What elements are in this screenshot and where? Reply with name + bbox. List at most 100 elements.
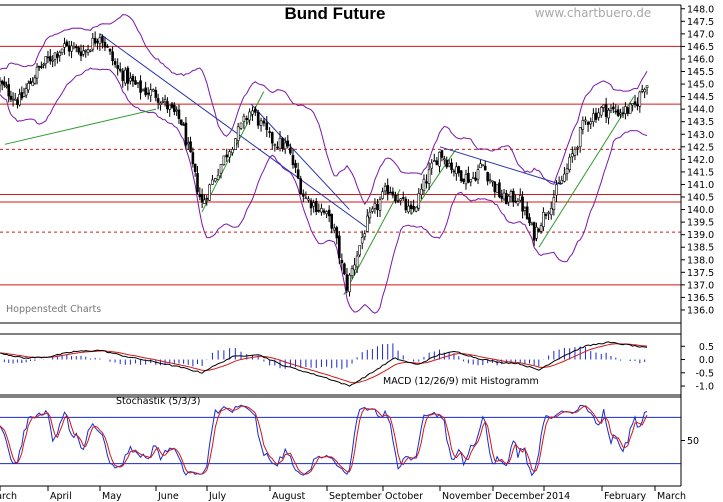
candle-body [335,227,339,239]
candle-body [84,49,88,52]
candle-body [353,264,356,271]
candle-body [205,197,209,200]
macd-signal-line [0,343,648,384]
candle-body [46,56,50,59]
candle-body [196,173,199,193]
candle-body [216,174,220,180]
candle-body [9,95,13,100]
candle-body [77,47,80,53]
candle-body [60,48,64,54]
candle-body [134,80,137,85]
candle-body [98,37,102,44]
month-label: August [272,491,306,502]
candle-body [24,88,28,96]
candle-body [512,190,515,203]
candle-body [332,227,336,231]
candle-body [49,56,52,62]
candle-body [537,228,541,232]
price-tick-label: 143.0 [687,130,714,141]
candle-body [488,179,492,182]
candle-body [294,162,297,168]
candle-body [365,215,369,232]
candle-body [576,146,579,149]
candle-body [427,169,431,184]
price-tick-label: 139.0 [687,230,714,241]
candle-body [394,194,397,202]
candle-body [254,108,257,113]
candle-body [129,77,132,82]
candle-body [93,38,97,44]
candle-body [599,107,603,116]
candle-body [72,46,76,49]
candle-body [507,195,510,203]
candle-body [381,191,384,199]
candle-body [291,155,295,166]
stochastic-panel [0,404,681,477]
candle-body [612,106,615,110]
candle-body [638,91,642,107]
candle-body [412,206,415,210]
candle-body [113,61,117,65]
candle-body [376,204,379,211]
candle-body [435,160,439,166]
candle-body [259,120,263,126]
candle-body [0,80,4,84]
candle-body [118,68,122,71]
candle-body [502,192,506,200]
candle-body [355,255,359,268]
price-tick-label: 137.5 [687,268,714,279]
candle-body [101,36,104,43]
candle-body [265,122,269,131]
candle-body [363,233,367,237]
candle-body [440,150,444,158]
candle-body [535,226,538,239]
month-label: 2014 [546,491,570,502]
price-tick-label: 143.5 [687,117,714,128]
candle-body [286,140,290,147]
candle-body [7,84,11,97]
macd-tick-label: -1.0 [695,382,714,393]
candle-body [417,193,421,209]
candle-body [108,48,112,52]
month-label: March [0,491,17,502]
candle-body [281,138,284,149]
candle-body [29,80,32,84]
candle-body [594,112,598,120]
candle-body [211,179,214,185]
candle-body [154,90,158,98]
price-tick-label: 138.0 [687,255,714,266]
candle-body [270,132,274,144]
candle-body [299,178,303,194]
candle-body [481,164,485,167]
candle-body [589,121,593,125]
candle-body [159,102,162,106]
month-label: December [495,491,544,502]
candle-body [645,85,649,88]
candle-body [619,112,622,115]
candle-body [452,170,456,173]
candle-body [521,196,524,212]
price-tick-label: 141.5 [687,167,714,178]
candle-body [245,118,249,121]
candle-body [31,81,34,86]
candle-body [63,43,66,48]
candle-body [121,70,125,81]
candle-body [528,217,531,224]
candle-body [302,193,305,197]
candle-body [193,163,197,172]
candle-body [516,201,520,205]
candle-body [177,109,181,119]
candle-body [53,52,57,60]
price-tick-label: 138.5 [687,243,714,254]
candle-body [430,162,434,169]
candle-body [491,180,494,183]
candle-body [42,63,45,66]
candle-body [493,181,497,192]
candle-body [584,119,587,122]
candle-body [607,110,610,119]
candle-body [139,80,142,93]
candle-body [358,245,361,256]
candle-body [304,197,308,200]
candle-body [486,172,489,182]
candle-body [251,110,254,115]
